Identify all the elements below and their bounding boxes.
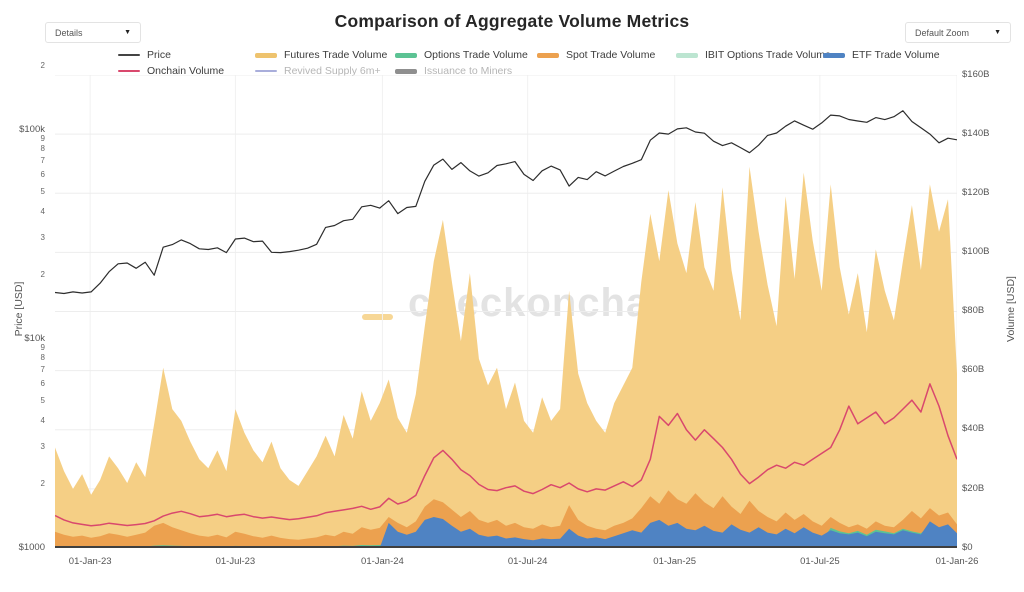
date-tick-label: 01-Jul-24 [507,556,548,567]
price-line-swatch [118,54,140,56]
legend-label: Price [147,49,171,61]
price-tick-label: 8 [40,353,45,362]
price-tick-label: 5 [40,187,45,196]
legend-label: Revived Supply 6m+ [284,65,381,77]
price-tick-label: 5 [40,396,45,405]
legend-label: Onchain Volume [147,65,225,77]
details-dropdown[interactable]: Details ▼ [45,22,141,43]
legend-item-ibit-options-volume[interactable]: IBIT Options Trade Volume [676,48,831,62]
date-axis: 01-Jan-23 01-Jul-23 01-Jan-24 01-Jul-24 01-J… [55,556,979,572]
date-tick-label: 01-Jan-25 [653,556,697,567]
price-tick-label: 9 [40,343,45,352]
volume-tick-label: $20B [962,483,985,494]
price-tick-label: 2 [40,479,45,488]
price-tick-label: 3 [40,233,45,242]
volume-tick-label: $80B [962,305,985,316]
date-tick-label: 01-Jan-24 [361,556,404,567]
chevron-down-icon: ▼ [124,29,131,36]
volume-tick-label: $0 [962,542,973,553]
price-tick-label: 7 [40,365,45,374]
legend-item-etf-volume[interactable]: ETF Trade Volume [823,48,940,62]
price-tick-label: 4 [40,416,45,425]
price-tick-label: 6 [40,379,45,388]
volume-tick-label: $120B [962,187,990,198]
default-zoom-dropdown[interactable]: Default Zoom ▼ [905,22,1011,43]
price-tick-label: 6 [40,170,45,179]
price-tick-label: $100k [19,124,45,135]
price-tick-label: $10k [24,333,45,344]
volume-tick-label: $100B [962,246,990,257]
zoom-dropdown-label: Default Zoom [915,27,970,38]
date-tick-label: 01-Jan-23 [68,556,112,567]
price-axis: 2 $100k 9 8 7 6 5 4 3 2 $10k 9 8 7 6 5 4 3 2 $1000 [0,0,50,592]
legend-item-onchain-volume[interactable]: Onchain Volume [118,64,224,78]
price-tick-label: 9 [40,134,45,143]
legend-item-options-volume[interactable]: Options Trade Volume [395,48,528,62]
volume-tick-label: $160B [962,69,990,80]
plot-area[interactable] [54,74,958,548]
page-title: Comparison of Aggregate Volume Metrics [334,11,690,31]
legend-label: Spot Trade Volume [566,49,656,61]
issuance-to-miners-swatch [395,68,417,74]
volume-axis: $160B $140B $120B $100B $80B $60B $40B $20B $0 [962,0,1024,592]
date-tick-label: 01-Jul-23 [215,556,256,567]
options-volume-swatch [395,52,417,58]
chart-canvas[interactable] [54,74,958,548]
legend-item-futures-volume[interactable]: Futures Trade Volume [255,48,387,62]
price-axis-title: Price [USD] [13,281,25,337]
volume-axis-title: Volume [USD] [1005,276,1017,342]
etf-volume-swatch [823,52,845,58]
price-tick-label: 8 [40,144,45,153]
legend-label: Issuance to Miners [424,65,513,77]
legend-label: Futures Trade Volume [284,49,388,61]
volume-tick-label: $60B [962,364,985,375]
chevron-down-icon: ▼ [994,29,1001,36]
price-tick-label: $1000 [18,542,45,553]
volume-tick-label: $140B [962,128,990,139]
date-tick-label: 01-Jan-26 [935,556,979,567]
legend-item-issuance-to-miners[interactable]: Issuance to Miners [395,64,512,78]
price-tick-label: 3 [40,442,45,451]
price-tick-label: 4 [40,207,45,216]
legend-label: ETF Trade Volume [852,49,940,61]
ibit-options-volume-swatch [676,52,698,58]
date-tick-label: 01-Jul-25 [800,556,840,567]
onchain-volume-swatch [118,70,140,72]
revived-supply-swatch [255,70,277,72]
volume-tick-label: $40B [962,423,985,434]
legend-item-revived-supply[interactable]: Revived Supply 6m+ [255,64,381,78]
legend-label: IBIT Options Trade Volume [705,49,831,61]
legend-item-spot-volume[interactable]: Spot Trade Volume [537,48,655,62]
price-tick-label: 7 [40,156,45,165]
legend-label: Options Trade Volume [424,49,528,61]
legend-item-price[interactable]: Price [118,48,171,62]
details-dropdown-label: Details [55,27,83,38]
futures-volume-swatch [255,52,277,58]
spot-volume-swatch [537,52,559,58]
price-tick-label: 2 [40,270,45,279]
price-tick-label: 2 [40,61,45,70]
